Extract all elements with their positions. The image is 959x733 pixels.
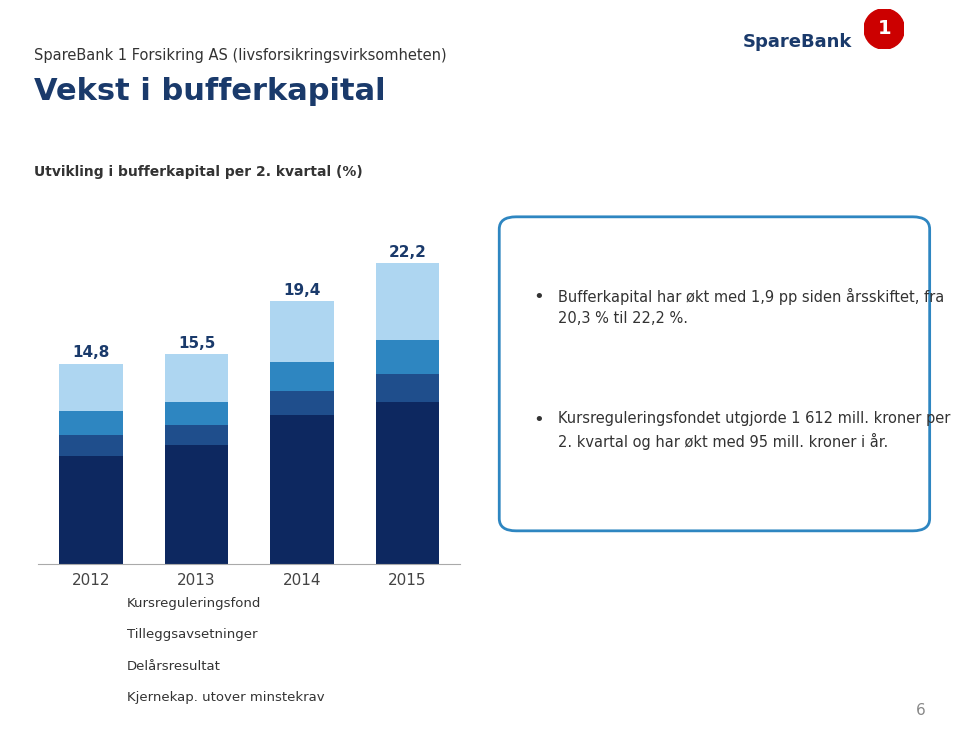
Text: SpareBank: SpareBank	[743, 33, 853, 51]
Bar	[165, 424, 228, 445]
FancyBboxPatch shape	[500, 217, 929, 531]
Bar	[270, 415, 334, 564]
Bar	[376, 375, 439, 402]
Text: 22,2: 22,2	[388, 245, 427, 259]
Text: •: •	[533, 287, 544, 306]
Text: •: •	[533, 410, 544, 429]
Bar	[165, 402, 228, 424]
Text: Delårsresultat: Delårsresultat	[127, 660, 221, 673]
Text: 1: 1	[877, 20, 891, 38]
Text: Bufferkapital har økt med 1,9 pp siden årsskiftet, fra 20,3 % til 22,2 %.: Bufferkapital har økt med 1,9 pp siden å…	[558, 287, 945, 325]
Text: Kjernekap. utover minstekrav: Kjernekap. utover minstekrav	[127, 691, 324, 704]
Text: 14,8: 14,8	[73, 345, 109, 360]
Text: Tilleggsavsetninger: Tilleggsavsetninger	[127, 628, 257, 641]
Bar	[59, 364, 123, 411]
Bar	[165, 445, 228, 564]
Text: 15,5: 15,5	[178, 336, 215, 350]
Text: 6: 6	[916, 704, 925, 718]
Bar	[376, 340, 439, 375]
Bar	[59, 411, 123, 435]
Text: Utvikling i bufferkapital per 2. kvartal (%): Utvikling i bufferkapital per 2. kvartal…	[34, 165, 363, 179]
Bar	[376, 402, 439, 564]
Text: Kursreguleringsfond: Kursreguleringsfond	[127, 597, 261, 610]
Bar	[59, 435, 123, 456]
Bar	[59, 456, 123, 564]
Text: Kursreguleringsfondet utgjorde 1 612 mill. kroner per 2. kvartal og har økt med : Kursreguleringsfondet utgjorde 1 612 mil…	[558, 410, 950, 450]
Circle shape	[864, 9, 904, 49]
Bar	[165, 354, 228, 402]
Bar	[270, 391, 334, 415]
Text: 19,4: 19,4	[284, 283, 320, 298]
Text: SpareBank 1 Forsikring AS (livsforsikringsvirksomheten): SpareBank 1 Forsikring AS (livsforsikrin…	[34, 48, 446, 62]
Text: Vekst i bufferkapital: Vekst i bufferkapital	[34, 77, 386, 106]
Bar	[270, 362, 334, 391]
Bar	[270, 301, 334, 362]
Bar	[376, 263, 439, 340]
